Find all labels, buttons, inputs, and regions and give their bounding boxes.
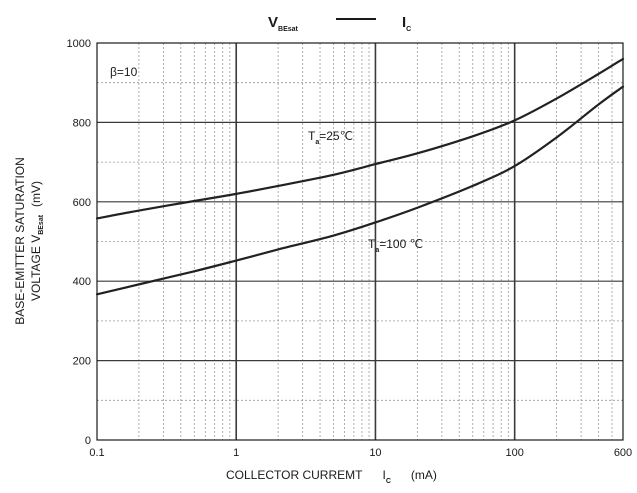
y-tick-label: 800 [73, 117, 91, 129]
ta100-annotation: Ta=100 ℃ [368, 237, 423, 254]
y-axis-label: BASE-EMITTER SATURATION VOLTAGE VBEsat (m… [13, 157, 45, 325]
y-tick-label: 1000 [67, 38, 91, 50]
ta25-t: T [308, 129, 316, 143]
beta-annotation: β=10 [110, 65, 138, 79]
y-tick-label: 200 [73, 356, 91, 368]
x-label-main: COLLECTOR CURREMT [226, 468, 363, 482]
title-i-sub: C [406, 26, 411, 33]
y-tick-label: 0 [85, 435, 91, 447]
ta100-t: T [368, 237, 376, 251]
x-tick-labels: 0.1 1 10 100 600 [89, 447, 632, 459]
x-label-unit: (mA) [411, 468, 437, 482]
y-tick-label: 600 [73, 197, 91, 209]
plot-frame [96, 42, 624, 441]
ta100-sub: a [375, 247, 379, 254]
x-tick-label: 600 [614, 447, 632, 459]
title-v: V [268, 14, 278, 31]
major-grid [97, 43, 623, 440]
x-tick-label: 1 [233, 447, 239, 459]
x-label-symbol: I [382, 468, 385, 482]
ta25-annotation: Ta=25℃ [308, 129, 353, 146]
y-label-voltage: VOLTAGE V [29, 235, 43, 301]
x-tick-label: 100 [505, 447, 523, 459]
ta100-rest: =100 ℃ [379, 237, 423, 251]
minor-grid [97, 43, 623, 440]
chart-title-vbesat: VBEsat [268, 14, 299, 33]
x-axis-label: COLLECTOR CURREMT IC (mA) [226, 468, 437, 485]
chart-title-ic: IC [402, 14, 411, 33]
series-line-1 [95, 57, 625, 220]
title-i: I [402, 14, 406, 31]
x-label-sub: C [386, 478, 391, 485]
y-axis-label-line2: VOLTAGE VBEsat (mV) [29, 181, 45, 301]
ta25-sub: a [315, 139, 319, 146]
y-tick-label: 400 [73, 276, 91, 288]
series-layer [95, 57, 625, 296]
series-line-2 [95, 85, 625, 296]
title-v-sub: BEsat [278, 26, 299, 33]
y-label-sub: BEsat [38, 214, 45, 235]
x-tick-label: 10 [369, 447, 381, 459]
y-tick-labels: 0 200 400 600 800 1000 [67, 38, 91, 447]
y-axis-label-line1: BASE-EMITTER SATURATION [13, 157, 27, 325]
ta25-rest: =25℃ [319, 129, 353, 143]
y-label-unit: (mV) [29, 181, 43, 207]
x-tick-label: 0.1 [89, 447, 104, 459]
